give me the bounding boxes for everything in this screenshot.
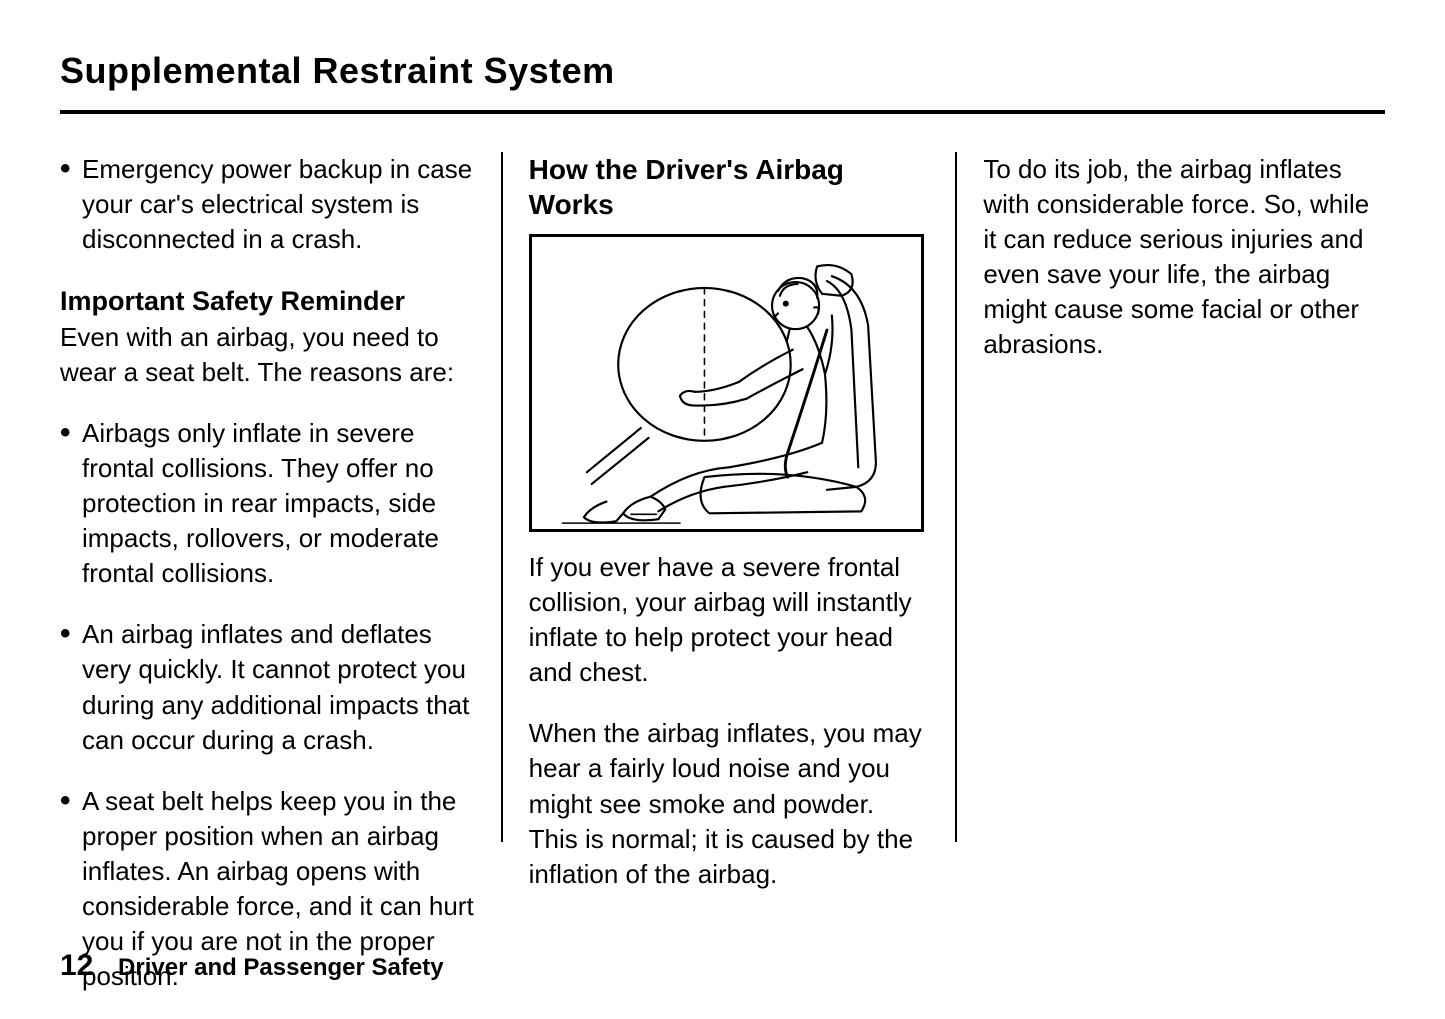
airbag-works-heading: How the Driver's Airbag Works (529, 152, 930, 222)
bullet-text: Airbags only inflate in severe frontal c… (82, 416, 475, 591)
page-number: 12 (60, 949, 93, 982)
column-2: How the Driver's Airbag Works (501, 152, 956, 842)
bullet-text: Emergency power backup in case your car'… (82, 152, 475, 257)
reminder-intro-text: Even with an airbag, you need to wear a … (60, 320, 475, 390)
bullet-dot-icon: • (60, 152, 82, 257)
airbag-illustration-svg (532, 237, 921, 529)
column-container: • Emergency power backup in case your ca… (60, 152, 1385, 842)
chapter-title: Driver and Passenger Safety (118, 954, 444, 981)
bullet-item: • Emergency power backup in case your ca… (60, 152, 475, 257)
column-1: • Emergency power backup in case your ca… (60, 152, 501, 842)
column-3: To do its job, the airbag inflates with … (955, 152, 1385, 842)
bullet-dot-icon: • (60, 416, 82, 591)
document-page: Supplemental Restraint System • Emergenc… (0, 0, 1445, 1019)
col3-paragraph-1: To do its job, the airbag inflates with … (983, 152, 1385, 363)
page-footer: 12 Driver and Passenger Safety (60, 949, 444, 983)
horizontal-rule (60, 110, 1385, 114)
col2-paragraph-1: If you ever have a severe frontal collis… (529, 550, 930, 690)
airbag-illustration (529, 234, 924, 532)
safety-reminder-heading: Important Safety Reminder (60, 283, 475, 319)
col2-paragraph-2: When the airbag inflates, you may hear a… (529, 716, 930, 891)
bullet-dot-icon: • (60, 617, 82, 757)
bullet-text: An airbag inflates and deflates very qui… (82, 617, 475, 757)
bullet-item: • An airbag inflates and deflates very q… (60, 617, 475, 757)
page-title: Supplemental Restraint System (60, 50, 1385, 92)
bullet-item: • Airbags only inflate in severe frontal… (60, 416, 475, 591)
